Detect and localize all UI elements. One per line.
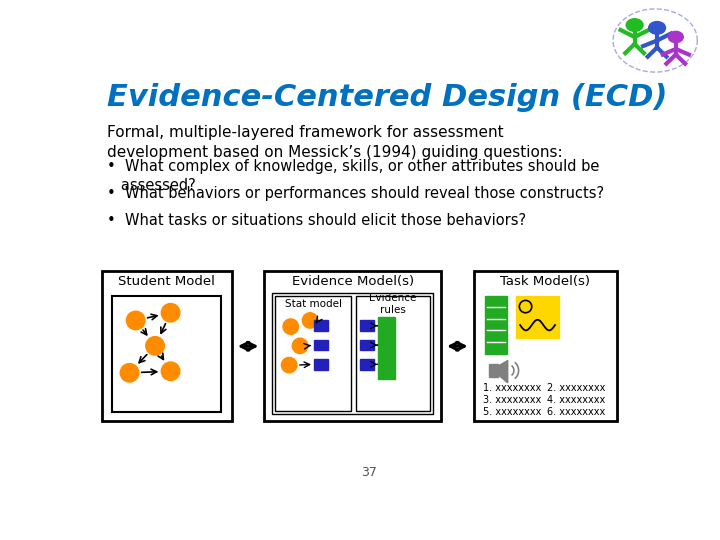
Text: 37: 37 <box>361 467 377 480</box>
Bar <box>314 359 328 370</box>
Text: •  What tasks or situations should elicit those behaviors?: • What tasks or situations should elicit… <box>107 213 526 228</box>
Text: Formal, multiple-layered framework for assessment
development based on Messick’s: Formal, multiple-layered framework for a… <box>107 125 562 160</box>
Bar <box>112 296 221 412</box>
Bar <box>314 320 328 331</box>
Circle shape <box>145 336 164 355</box>
Bar <box>474 271 617 421</box>
Text: 5. xxxxxxxx: 5. xxxxxxxx <box>483 408 541 417</box>
Circle shape <box>302 313 318 328</box>
Bar <box>272 293 433 414</box>
Bar <box>102 271 232 421</box>
Circle shape <box>282 357 297 373</box>
Bar <box>264 271 441 421</box>
Text: 2. xxxxxxxx: 2. xxxxxxxx <box>547 383 606 393</box>
Circle shape <box>668 31 683 43</box>
Bar <box>360 340 374 350</box>
Bar <box>516 296 559 338</box>
Text: Evidence
rules: Evidence rules <box>369 293 417 315</box>
Text: Evidence-Centered Design (ECD): Evidence-Centered Design (ECD) <box>107 83 667 112</box>
Bar <box>314 340 328 350</box>
Text: Stat model: Stat model <box>284 299 342 309</box>
Circle shape <box>127 311 145 330</box>
Polygon shape <box>498 361 508 383</box>
Circle shape <box>161 362 180 381</box>
Bar <box>360 320 374 331</box>
Text: •  What complex of knowledge, skills, or other attributes should be
   assessed?: • What complex of knowledge, skills, or … <box>107 159 600 193</box>
Text: •  What behaviors or performances should reveal those constructs?: • What behaviors or performances should … <box>107 186 604 201</box>
Text: Task Model(s): Task Model(s) <box>500 275 590 288</box>
Circle shape <box>292 338 307 354</box>
Bar <box>275 296 351 410</box>
Text: 3. xxxxxxxx: 3. xxxxxxxx <box>483 395 541 405</box>
Text: Evidence Model(s): Evidence Model(s) <box>292 275 414 288</box>
Bar <box>360 359 374 370</box>
Circle shape <box>161 303 180 322</box>
Bar <box>489 363 498 377</box>
Circle shape <box>283 319 299 334</box>
Text: Student Model: Student Model <box>118 275 215 288</box>
Text: 4. xxxxxxxx: 4. xxxxxxxx <box>547 395 606 405</box>
Bar <box>356 296 431 410</box>
Bar <box>485 296 507 354</box>
Circle shape <box>626 19 643 31</box>
Text: 6. xxxxxxxx: 6. xxxxxxxx <box>547 408 606 417</box>
Circle shape <box>649 22 665 34</box>
Bar <box>377 318 395 379</box>
Circle shape <box>120 363 139 382</box>
Text: 1. xxxxxxxx: 1. xxxxxxxx <box>483 383 541 393</box>
